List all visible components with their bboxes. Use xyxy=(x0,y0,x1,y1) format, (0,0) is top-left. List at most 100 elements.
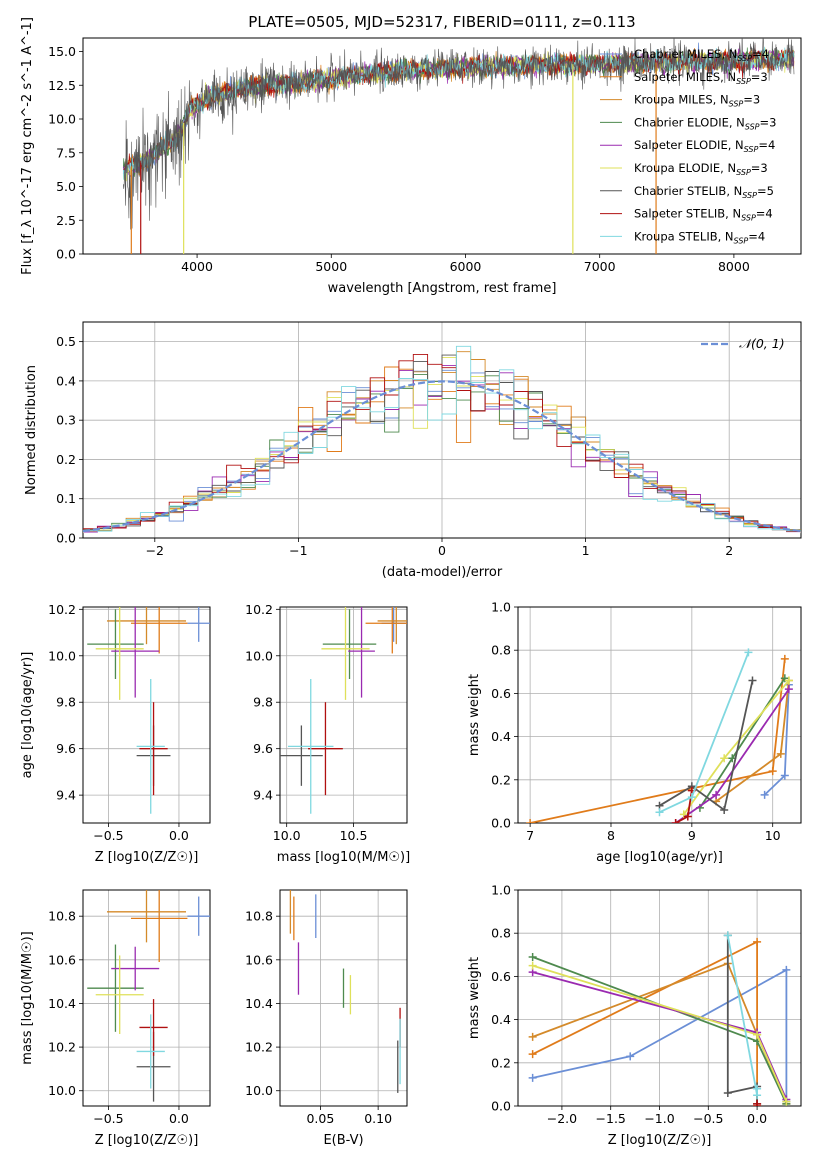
weight-line-5 xyxy=(683,679,790,815)
x-tick-label: 7000 xyxy=(584,259,616,274)
x-tick-label: −0.5 xyxy=(93,1111,123,1126)
weight-marker xyxy=(753,1099,762,1106)
weight-line-8 xyxy=(726,935,758,1096)
weight-marker xyxy=(528,1050,537,1059)
legend-label: Chabrier ELODIE, NSSP=3 xyxy=(634,115,776,131)
weight-marker xyxy=(671,819,680,823)
legend-label: Chabrier STELIB, NSSP=5 xyxy=(634,184,774,200)
plot-frame xyxy=(279,606,408,824)
y-tick-label: 0.2 xyxy=(491,772,511,787)
y-tick-label: 9.6 xyxy=(56,741,76,756)
normal-reference-curve xyxy=(82,380,802,533)
age-vs-mass-panel: 10.0 10.5 9.4 9.6 9.8 10.0 10.2 mass [log10(M/M… xyxy=(245,602,410,865)
weight-line-0 xyxy=(532,968,788,1102)
y-tick-label: 0.4 xyxy=(56,373,76,388)
y-tick-label: 9.8 xyxy=(56,695,76,710)
x-tick-label: 8 xyxy=(607,828,615,843)
legend-label: Salpeter ELODIE, NSSP=4 xyxy=(634,138,775,154)
legend-subscript: SSP xyxy=(741,214,756,223)
legend-subscript: SSP xyxy=(742,191,757,200)
weight-line-6 xyxy=(659,680,754,812)
x-tick-label: 10.5 xyxy=(340,828,368,843)
legend-label: Chabrier MILES, NSSP=4 xyxy=(634,47,769,63)
legend-count: =3 xyxy=(751,70,768,84)
y-tick-label: 10.0 xyxy=(245,648,273,663)
weight-marker xyxy=(720,806,729,815)
weight-marker xyxy=(782,965,791,974)
x-tick-label: 0.0 xyxy=(747,1111,767,1126)
x-tick-label: −1.0 xyxy=(644,1111,674,1126)
y-tick-label: 0.8 xyxy=(491,643,511,658)
weight-line-1 xyxy=(529,658,786,823)
y-tick-label: 7.5 xyxy=(56,145,76,160)
weight-marker xyxy=(528,1073,537,1082)
y-tick-label: 0.4 xyxy=(491,1012,511,1027)
x-tick-label: −0.5 xyxy=(93,828,123,843)
y-tick-label: 0.0 xyxy=(491,1099,511,1114)
weight-marker xyxy=(720,754,729,763)
legend-subscript: SSP xyxy=(737,54,752,63)
x-axis-label: (data-model)/error xyxy=(382,565,503,580)
weight-marker xyxy=(723,1089,732,1098)
weight-marker xyxy=(753,937,762,946)
legend-subscript: SSP xyxy=(729,100,744,109)
legend-count: =5 xyxy=(757,184,774,198)
x-tick-label: 6000 xyxy=(450,259,482,274)
y-tick-label: 0.0 xyxy=(56,531,76,546)
x-tick-label: −1.5 xyxy=(596,1111,626,1126)
x-axis-label: E(B-V) xyxy=(323,1133,363,1148)
legend-subscript: SSP xyxy=(744,145,759,154)
plot-frame xyxy=(82,37,802,255)
x-tick-label: 0.10 xyxy=(364,1111,392,1126)
weight-marker xyxy=(744,648,753,657)
y-tick-label: 10.0 xyxy=(245,1083,273,1098)
y-tick-label: 2.5 xyxy=(56,213,76,228)
x-tick-label: 0.0 xyxy=(169,828,189,843)
y-tick-label: 0.2 xyxy=(491,1055,511,1070)
legend-label: 𝒩(0, 1) xyxy=(739,336,785,351)
legend-count: =3 xyxy=(743,93,760,107)
figure-title: PLATE=0505, MJD=52317, FIBERID=0111, z=0… xyxy=(248,13,635,31)
residuals-panel: −2 −1 0 1 2 0.0 0.1 0.2 0.3 0.4 0.5 (data-model)/er… xyxy=(24,321,802,580)
y-tick-label: 10.0 xyxy=(48,112,76,127)
x-axis-label: mass [log10(M/M☉)] xyxy=(277,850,410,865)
x-tick-label: −2.0 xyxy=(547,1111,577,1126)
weight-marker xyxy=(753,1030,762,1039)
weight-marker xyxy=(526,819,535,823)
y-tick-label: 0.3 xyxy=(56,413,76,428)
y-tick-label: 10.4 xyxy=(245,996,273,1011)
plot-frame xyxy=(517,606,802,824)
residual-histogram-0 xyxy=(83,369,801,533)
x-axis-label: Z [log10(Z/Z☉)] xyxy=(608,1133,712,1148)
weight-marker xyxy=(723,931,732,940)
mass-vs-ebv-panel: 0.05 0.10 10.0 10.2 10.4 10.6 10.8 E(B-V) xyxy=(245,889,408,1148)
legend-label: Kroupa ELODIE, NSSP=3 xyxy=(634,161,768,177)
legend-label: Salpeter MILES, NSSP=3 xyxy=(634,70,768,86)
x-tick-label: 7 xyxy=(526,828,534,843)
y-tick-label: 9.4 xyxy=(253,788,273,803)
weight-marker xyxy=(776,749,785,758)
weight-marker xyxy=(528,1032,537,1041)
legend-count: =4 xyxy=(756,207,773,221)
age-vs-metallicity-panel: −0.5 0.0 9.4 9.6 9.8 10.0 10.2 Z [log10(Z/Z☉)] a… xyxy=(20,602,211,865)
y-tick-label: 10.6 xyxy=(245,952,273,967)
weight-marker xyxy=(687,793,696,802)
weight-marker xyxy=(753,1084,762,1093)
weight-marker xyxy=(760,790,769,799)
y-tick-label: 5.0 xyxy=(56,179,76,194)
y-tick-label: 10.2 xyxy=(48,602,76,617)
legend-subscript: SSP xyxy=(734,236,749,245)
weight-marker xyxy=(782,1097,791,1106)
y-tick-label: 12.5 xyxy=(48,78,76,93)
x-tick-label: 9 xyxy=(688,828,696,843)
y-axis-label: mass weight xyxy=(467,674,482,756)
spectrum-panel: 4000 5000 6000 7000 8000 0.0 2.5 5.0 7.5 10.0 12.5… xyxy=(20,17,802,296)
legend-label: Salpeter STELIB, NSSP=4 xyxy=(634,207,773,223)
x-axis-label: wavelength [Angstrom, rest frame] xyxy=(328,281,557,296)
y-axis-label: age [log10(age/yr)] xyxy=(20,652,35,779)
y-tick-label: 10.4 xyxy=(48,996,76,1011)
weight-marker xyxy=(780,674,789,683)
x-tick-label: 2 xyxy=(725,543,733,558)
x-tick-label: 0.05 xyxy=(306,1111,334,1126)
legend-count: =3 xyxy=(751,161,768,175)
